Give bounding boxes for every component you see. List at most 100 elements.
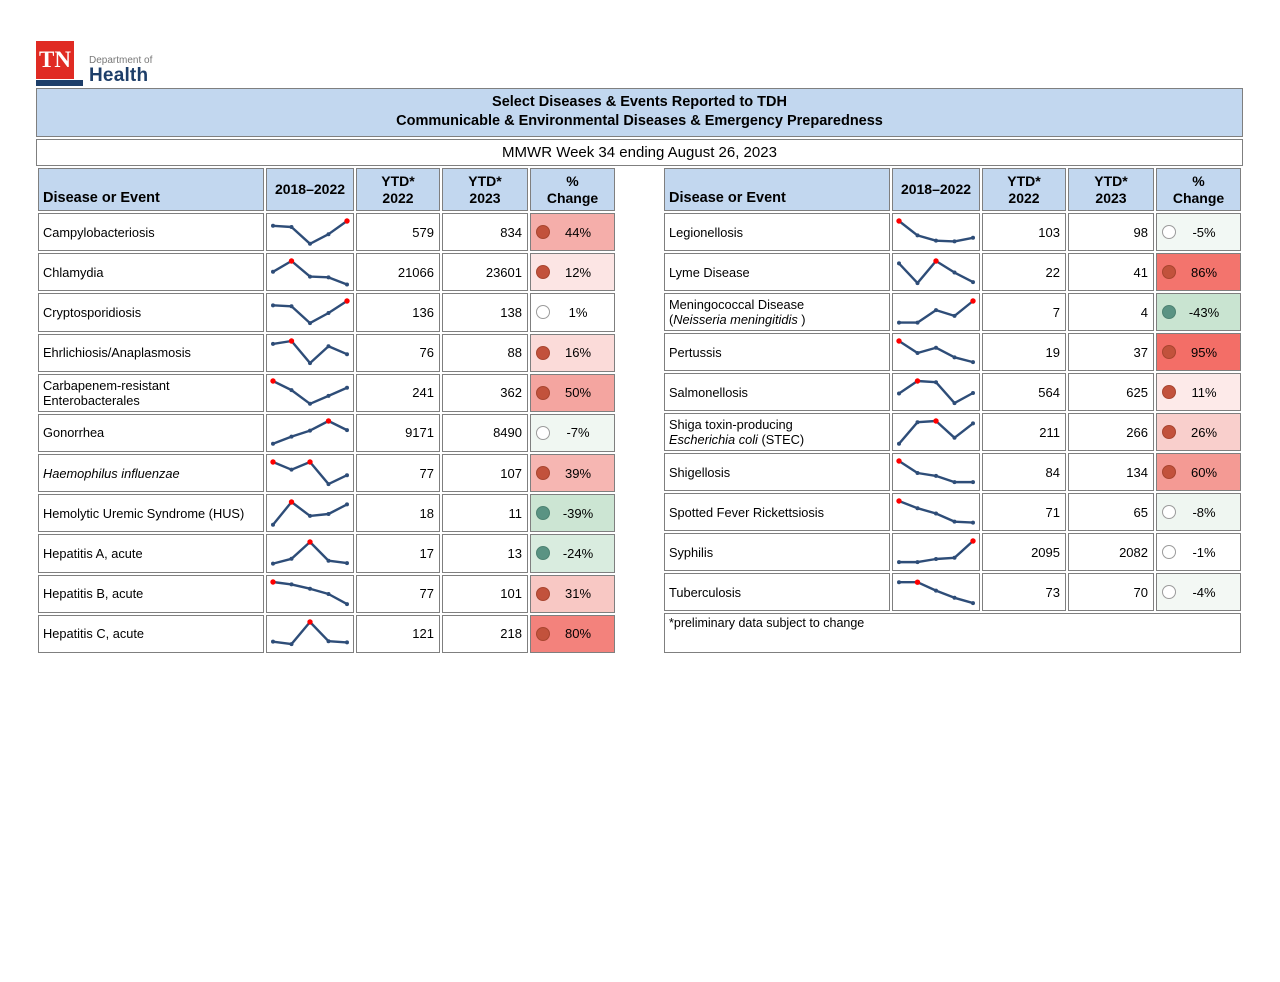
pct-change-value: 95% bbox=[1190, 344, 1218, 360]
ytd-2022-cell: 136 bbox=[356, 293, 440, 332]
trend-sparkline bbox=[897, 417, 975, 446]
trend-sparkline bbox=[897, 297, 976, 325]
tdh-logo: TN Department of Health bbox=[36, 41, 196, 89]
increase-dot-icon bbox=[1162, 425, 1176, 439]
trend-sparkline bbox=[270, 579, 349, 607]
ytd-2023-cell: 134 bbox=[1068, 453, 1154, 491]
table-row: Cryptosporidiosis 136 138 1% bbox=[38, 293, 615, 332]
table-row: Lyme Disease 22 41 86% bbox=[664, 253, 1241, 291]
disease-name-segment: Syphilis bbox=[669, 544, 714, 560]
trend-point bbox=[308, 361, 312, 366]
ytd-2023-cell: 266 bbox=[1068, 413, 1154, 451]
trend-point bbox=[271, 223, 275, 228]
trend-point bbox=[326, 231, 331, 236]
trend-cell bbox=[266, 413, 354, 453]
disease-name-segment: Hepatitis A, acute bbox=[43, 545, 143, 561]
disease-name-cell: Campylobacteriosis bbox=[38, 213, 264, 252]
trend-sparkline bbox=[271, 499, 349, 527]
trend-point bbox=[326, 344, 331, 349]
trend-sparkline bbox=[271, 258, 349, 287]
pct-change-cell: 44% bbox=[530, 213, 615, 252]
trend-sparkline bbox=[271, 298, 350, 326]
ytd-2023-cell: 88 bbox=[442, 333, 528, 372]
pct-change-cell: 50% bbox=[530, 373, 615, 412]
trend-peak-marker bbox=[344, 217, 350, 224]
ytd-2023-cell: 2082 bbox=[1068, 533, 1154, 571]
decrease-dot-icon bbox=[536, 506, 550, 521]
report-title-line1: Select Diseases & Events Reported to TDH bbox=[492, 94, 787, 110]
trend-point bbox=[326, 275, 331, 280]
trend-point bbox=[915, 232, 920, 237]
disease-name-segment: Carbapenem-resistant bbox=[43, 377, 170, 393]
ytd-2022-cell: 71 bbox=[982, 493, 1066, 531]
disease-name-segment: Spotted Fever Rickettsiosis bbox=[669, 504, 825, 520]
ytd-2023-cell: 98 bbox=[1068, 213, 1154, 251]
ytd-2022-cell: 73 bbox=[982, 573, 1066, 611]
trend-point bbox=[952, 519, 957, 524]
increase-dot-icon bbox=[1162, 345, 1176, 359]
trend-cell bbox=[266, 293, 354, 332]
table-row: Shiga toxin-producing Escherichia coli (S… bbox=[664, 413, 1241, 451]
logo-underline-bar bbox=[36, 80, 83, 86]
trend-point bbox=[289, 467, 294, 472]
pct-change-value: 80% bbox=[564, 626, 592, 642]
trend-point bbox=[897, 390, 901, 395]
disease-name-segment: Shigellosis bbox=[669, 464, 731, 480]
disease-name-segment: (STEC) bbox=[757, 432, 805, 447]
pct-change-cell: -5% bbox=[1156, 213, 1241, 251]
disease-name-segment: Haemophilus influenzae bbox=[43, 465, 180, 481]
footnote-cell: *preliminary data subject to change bbox=[664, 613, 1241, 653]
disease-table-right: Disease or Event 2018–2022 YTD* 2022 YTD* 202… bbox=[662, 166, 1243, 655]
disease-name-segment: Hepatitis B, acute bbox=[43, 586, 144, 602]
trend-point bbox=[308, 241, 312, 246]
trend-cell bbox=[892, 413, 980, 451]
col-header-disease: Disease or Event bbox=[38, 168, 264, 211]
ytd-2022-cell: 103 bbox=[982, 213, 1066, 251]
col-header-ytd-2022: YTD* 2022 bbox=[982, 168, 1066, 211]
trend-peak-marker bbox=[933, 257, 939, 264]
pct-change-cell: 86% bbox=[1156, 253, 1241, 291]
trend-cell bbox=[892, 333, 980, 371]
trend-point bbox=[326, 558, 331, 563]
table-row: Hemolytic Uremic Syndrome (HUS) 18 11 -39% bbox=[38, 494, 615, 533]
ytd-2023-cell: 138 bbox=[442, 293, 528, 332]
trend-point bbox=[326, 310, 331, 315]
table-row: Salmonellosis 564 625 11% bbox=[664, 373, 1241, 411]
pct-change-cell: -24% bbox=[530, 534, 615, 573]
pct-change-cell: 1% bbox=[530, 293, 615, 332]
disease-name-segment: ) bbox=[797, 312, 806, 327]
ytd-2023-cell: 37 bbox=[1068, 333, 1154, 371]
trend-point bbox=[952, 354, 957, 359]
disease-name-cell: Spotted Fever Rickettsiosis bbox=[664, 493, 890, 531]
pct-change-cell: 60% bbox=[1156, 453, 1241, 491]
disease-name-cell: Haemophilus influenzae bbox=[38, 454, 264, 493]
disease-name-segment: Enterobacterales bbox=[43, 392, 140, 408]
trend-sparkline bbox=[271, 539, 349, 566]
trend-point bbox=[289, 224, 294, 229]
trend-point bbox=[345, 602, 349, 607]
trend-peak-marker bbox=[307, 539, 313, 545]
ytd-2022-cell: 18 bbox=[356, 494, 440, 533]
disease-name-cell: Gonorrhea bbox=[38, 413, 264, 453]
pct-change-value: -7% bbox=[566, 425, 590, 441]
disease-name-cell: Ehrlichiosis/Anaplasmosis bbox=[38, 333, 264, 372]
trend-cell bbox=[892, 253, 980, 291]
col-header-trend: 2018–2022 bbox=[266, 168, 354, 211]
pct-change-cell: 16% bbox=[530, 333, 615, 372]
disease-name-segment: Shiga toxin-producing bbox=[669, 417, 793, 432]
trend-point bbox=[897, 260, 901, 265]
report-table-block: Select Diseases & Events Reported to TDH… bbox=[36, 88, 1243, 655]
ytd-2023-cell: 70 bbox=[1068, 573, 1154, 611]
trend-point bbox=[345, 472, 349, 477]
disease-name-segment: Lyme Disease bbox=[669, 264, 750, 280]
pct-change-value: 12% bbox=[564, 264, 592, 280]
trend-point bbox=[971, 520, 975, 525]
ytd-2023-cell: 23601 bbox=[442, 253, 528, 292]
ytd-2022-cell: 77 bbox=[356, 574, 440, 613]
table-row: Chlamydia 21066 23601 12% bbox=[38, 253, 615, 292]
trend-point bbox=[952, 435, 957, 440]
trend-point bbox=[971, 600, 975, 605]
table-row: Haemophilus influenzae 77 107 39% bbox=[38, 454, 615, 493]
trend-point bbox=[326, 639, 331, 644]
trend-point bbox=[326, 511, 331, 516]
